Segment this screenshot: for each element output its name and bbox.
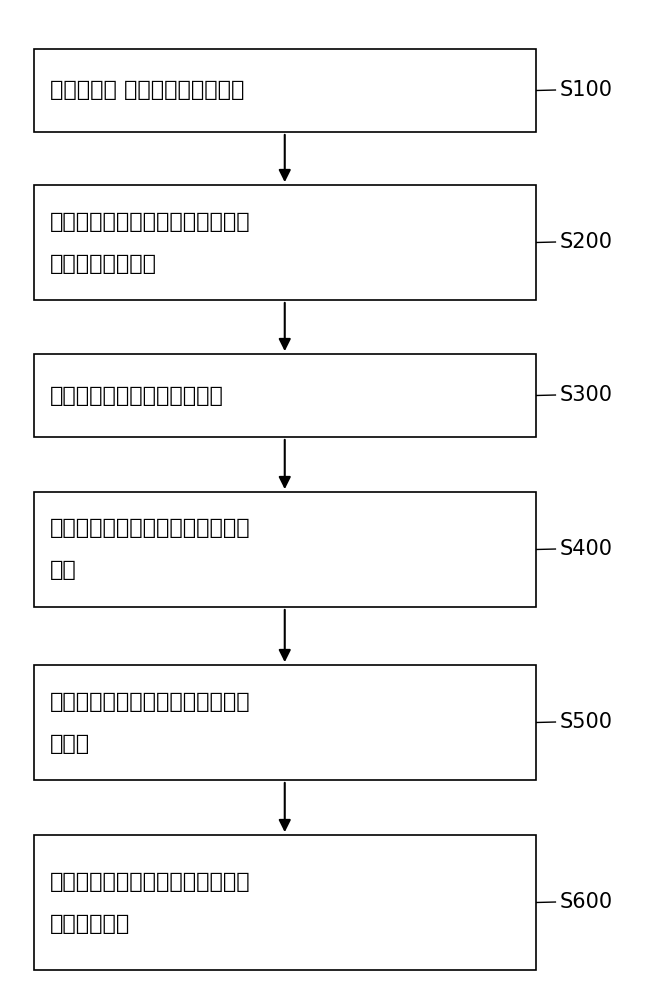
Bar xyxy=(34,354,536,437)
Text: 第二次外光成像：在导线上覆盖第: 第二次外光成像：在导线上覆盖第 xyxy=(50,692,251,711)
Text: 铜一起蚀刻掉: 铜一起蚀刻掉 xyxy=(50,914,131,934)
Text: S400: S400 xyxy=(559,539,612,559)
Bar xyxy=(34,49,536,132)
Text: 围覆盖上第一干膜: 围覆盖上第一干膜 xyxy=(50,254,157,274)
Text: 褪除: 褪除 xyxy=(50,560,77,580)
Text: S300: S300 xyxy=(559,385,612,405)
Text: 电镇闪金：在导线上电镇镁金: 电镇闪金：在导线上电镇镁金 xyxy=(50,386,224,406)
Text: 第一次外光成像：在导线的图形周: 第一次外光成像：在导线的图形周 xyxy=(50,212,251,232)
Text: S600: S600 xyxy=(559,892,612,912)
Text: S200: S200 xyxy=(559,232,612,252)
Text: 二干膜: 二干膜 xyxy=(50,733,90,754)
Text: 酸性蚀刻：将导线的渗金部分和基: 酸性蚀刻：将导线的渗金部分和基 xyxy=(50,871,251,892)
Text: S100: S100 xyxy=(559,80,612,100)
Bar xyxy=(34,835,536,970)
Bar xyxy=(34,185,536,300)
Text: S500: S500 xyxy=(559,712,612,732)
Bar xyxy=(34,665,536,780)
Text: 外层检验： 完成导线的线路设计: 外层检验： 完成导线的线路设计 xyxy=(50,81,245,101)
Text: 碱性蚀刻：第一干膜通过碱性药水: 碱性蚀刻：第一干膜通过碱性药水 xyxy=(50,518,251,538)
Bar xyxy=(34,492,536,607)
